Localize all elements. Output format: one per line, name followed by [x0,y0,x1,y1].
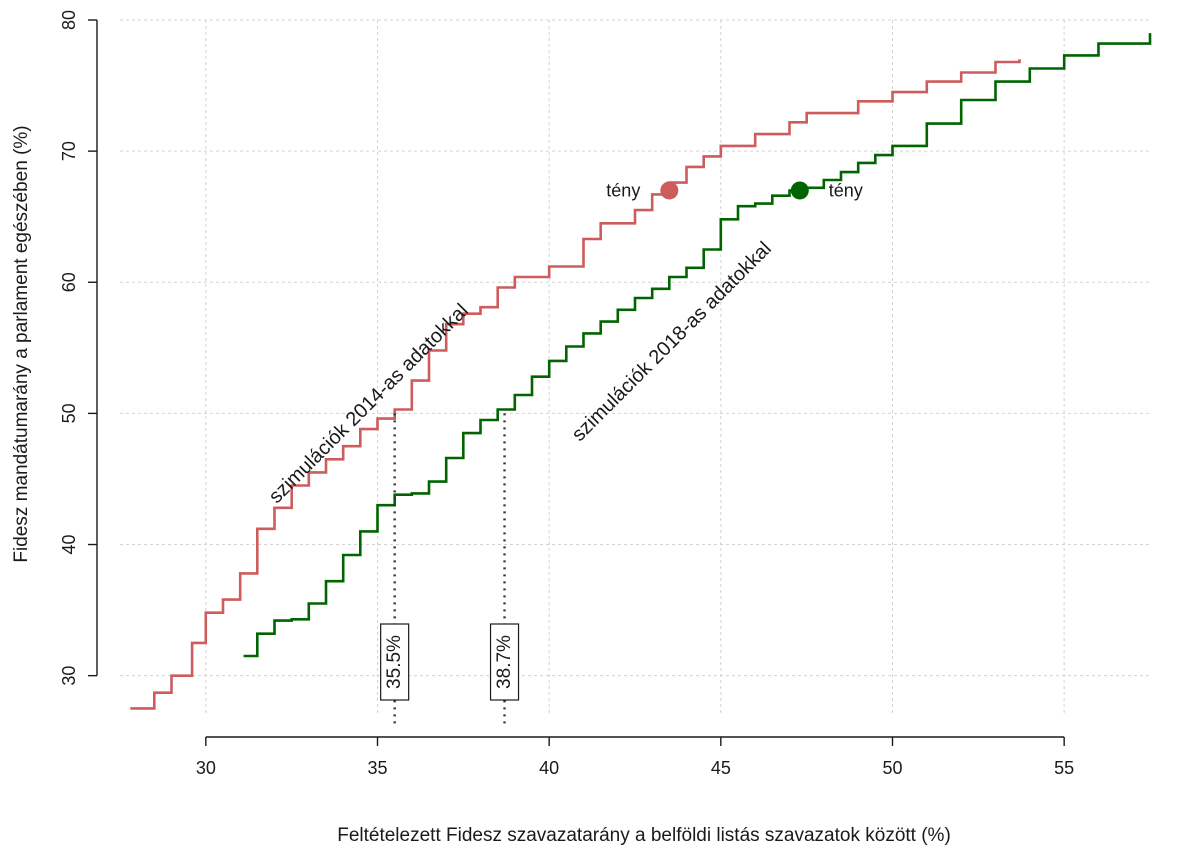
x-tick-label: 35 [367,758,387,778]
y-tick-label: 30 [59,666,79,686]
y-tick-label: 80 [59,10,79,30]
x-tick-label: 55 [1054,758,1074,778]
grid-lines [120,19,1150,715]
actual-result-label: tény [829,180,863,200]
y-tick-label: 60 [59,272,79,292]
actual-result-point [660,181,679,200]
y-axis-title: Fidesz mandátumarány a parlament egészéb… [11,125,32,562]
x-axis-title: Feltételezett Fidesz szavazatarány a bel… [337,825,951,846]
threshold-label: 38.7% [494,635,515,689]
threshold-markers: 35.5% 38.7% [380,413,520,727]
x-tick-label: 45 [711,758,731,778]
y-tick-label: 50 [59,403,79,423]
x-tick-label: 40 [539,758,559,778]
axes: 30 35 40 45 50 55 30 40 50 60 70 80 [59,10,1074,778]
curve-label-2014: szimulációk 2014-as adatokkal [265,300,473,508]
y-tick-label: 40 [59,535,79,555]
x-tick-label: 30 [196,758,216,778]
simulation-curves [130,33,1152,710]
y-tick-label: 70 [59,141,79,161]
threshold-label: 35.5% [384,635,405,689]
actual-result-point [790,181,809,200]
series-line-2018 [243,33,1152,658]
threshold-label-box [489,623,520,701]
series-line-2014 [130,59,1021,710]
actual-result-points: tény tény [606,180,863,200]
actual-result-label: tény [606,180,640,200]
curve-label-2018: szimulációk 2018-as adatokkal [568,238,776,446]
x-tick-label: 50 [882,758,902,778]
threshold-label-box [380,623,410,701]
